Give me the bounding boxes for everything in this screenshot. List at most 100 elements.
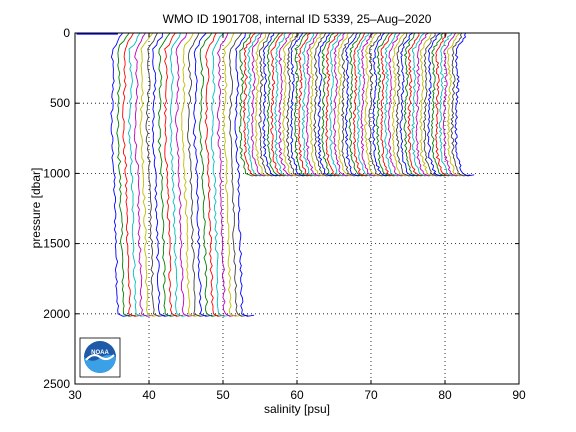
profile-line <box>312 32 334 177</box>
profile-line <box>127 32 148 317</box>
axis-ticks <box>74 32 520 385</box>
profile-line <box>434 32 455 177</box>
profile-line <box>419 32 439 177</box>
profile-line <box>216 32 237 317</box>
x-tick-label: 50 <box>216 388 230 402</box>
profile-line <box>430 32 451 177</box>
profile-line <box>250 32 271 177</box>
profile-line <box>442 32 463 177</box>
y-tick-label: 1500 <box>43 237 70 251</box>
profile-line <box>204 32 225 317</box>
profile-line <box>116 32 136 317</box>
profile-line <box>407 32 428 177</box>
profile-line <box>258 32 279 177</box>
y-tick-label: 2000 <box>43 307 70 321</box>
profile-line <box>139 32 160 317</box>
profile-line <box>337 32 357 177</box>
profile-line <box>210 32 231 317</box>
profile-line <box>289 32 310 177</box>
profile-line <box>133 32 154 317</box>
profile-line <box>277 32 298 177</box>
profile-line <box>352 32 373 177</box>
profile-line <box>234 32 255 317</box>
profile-line <box>122 32 142 317</box>
profile-line <box>192 32 213 317</box>
profile-line <box>285 33 306 177</box>
y-tick-label: 0 <box>63 26 70 40</box>
profile-line <box>321 32 341 177</box>
profile-line <box>360 32 381 177</box>
profile-line <box>169 32 190 317</box>
profile-line <box>110 32 130 317</box>
y-tick-label: 2500 <box>43 377 70 391</box>
profile-line <box>157 32 178 317</box>
x-tick-label: 90 <box>512 388 526 402</box>
profile-line <box>380 32 400 177</box>
profile-line <box>151 32 172 317</box>
profile-line <box>438 32 459 177</box>
x-tick-label: 40 <box>142 388 156 402</box>
profile-line <box>368 32 388 177</box>
profile-line <box>187 32 207 317</box>
profile-line <box>325 32 345 177</box>
x-tick-label: 70 <box>364 388 378 402</box>
x-tick-label: 30 <box>68 388 82 402</box>
profile-line <box>199 32 219 317</box>
profile-line <box>383 32 404 177</box>
chart-title: WMO ID 1901708, internal ID 5339, 25–Aug… <box>163 12 432 26</box>
profile-line <box>340 32 361 177</box>
profile-line <box>344 32 365 177</box>
profile-line <box>270 32 290 177</box>
profile-line <box>145 32 166 317</box>
profile-line <box>309 32 330 177</box>
profile-line <box>387 32 408 177</box>
profile-line <box>181 32 201 317</box>
profile-line <box>411 32 432 177</box>
profile-line <box>254 32 275 177</box>
profile-line <box>364 32 385 177</box>
profile-line <box>403 32 424 177</box>
profile-line <box>415 32 436 177</box>
profile-line <box>391 32 412 177</box>
profile-line <box>427 32 447 177</box>
profile-line <box>175 32 195 317</box>
tick-labels: 30 40 50 60 70 80 90 0 500 1000 1500 2000 2500 <box>43 26 526 402</box>
profile-line <box>454 32 475 177</box>
profile-line <box>222 32 243 317</box>
profile-line <box>446 32 467 177</box>
profile-line <box>266 32 287 177</box>
profile-line <box>422 32 443 177</box>
profile-line <box>450 32 471 177</box>
profile-line <box>305 32 326 177</box>
profile-line <box>375 32 396 177</box>
noaa-logo-text: NOAA <box>91 350 109 356</box>
noaa-logo: NOAA <box>79 337 121 378</box>
profile-line <box>333 32 353 177</box>
profile-line <box>274 32 294 177</box>
y-tick-label: 1000 <box>43 166 70 180</box>
profile-line <box>356 33 377 177</box>
profile-line <box>297 32 318 177</box>
profile-line <box>293 32 314 177</box>
profile-line <box>301 32 322 177</box>
profile-line <box>242 32 263 177</box>
y-axis-label: pressure [dbar] <box>29 168 43 249</box>
profile-line <box>317 32 338 177</box>
profile-line <box>238 32 259 177</box>
profile-line <box>282 32 302 177</box>
x-tick-label: 80 <box>438 388 452 402</box>
x-tick-label: 60 <box>290 388 304 402</box>
y-tick-label: 500 <box>50 96 70 110</box>
profile-line <box>399 32 420 177</box>
x-axis-label: salinity [psu] <box>264 402 330 416</box>
profile-line <box>262 33 283 177</box>
profile-line <box>329 32 349 177</box>
profile-line <box>163 32 184 317</box>
profile-line <box>246 32 267 177</box>
profile-line <box>372 32 392 177</box>
profile-lines <box>76 32 475 317</box>
profile-line <box>395 32 416 177</box>
profile-line <box>348 32 369 177</box>
